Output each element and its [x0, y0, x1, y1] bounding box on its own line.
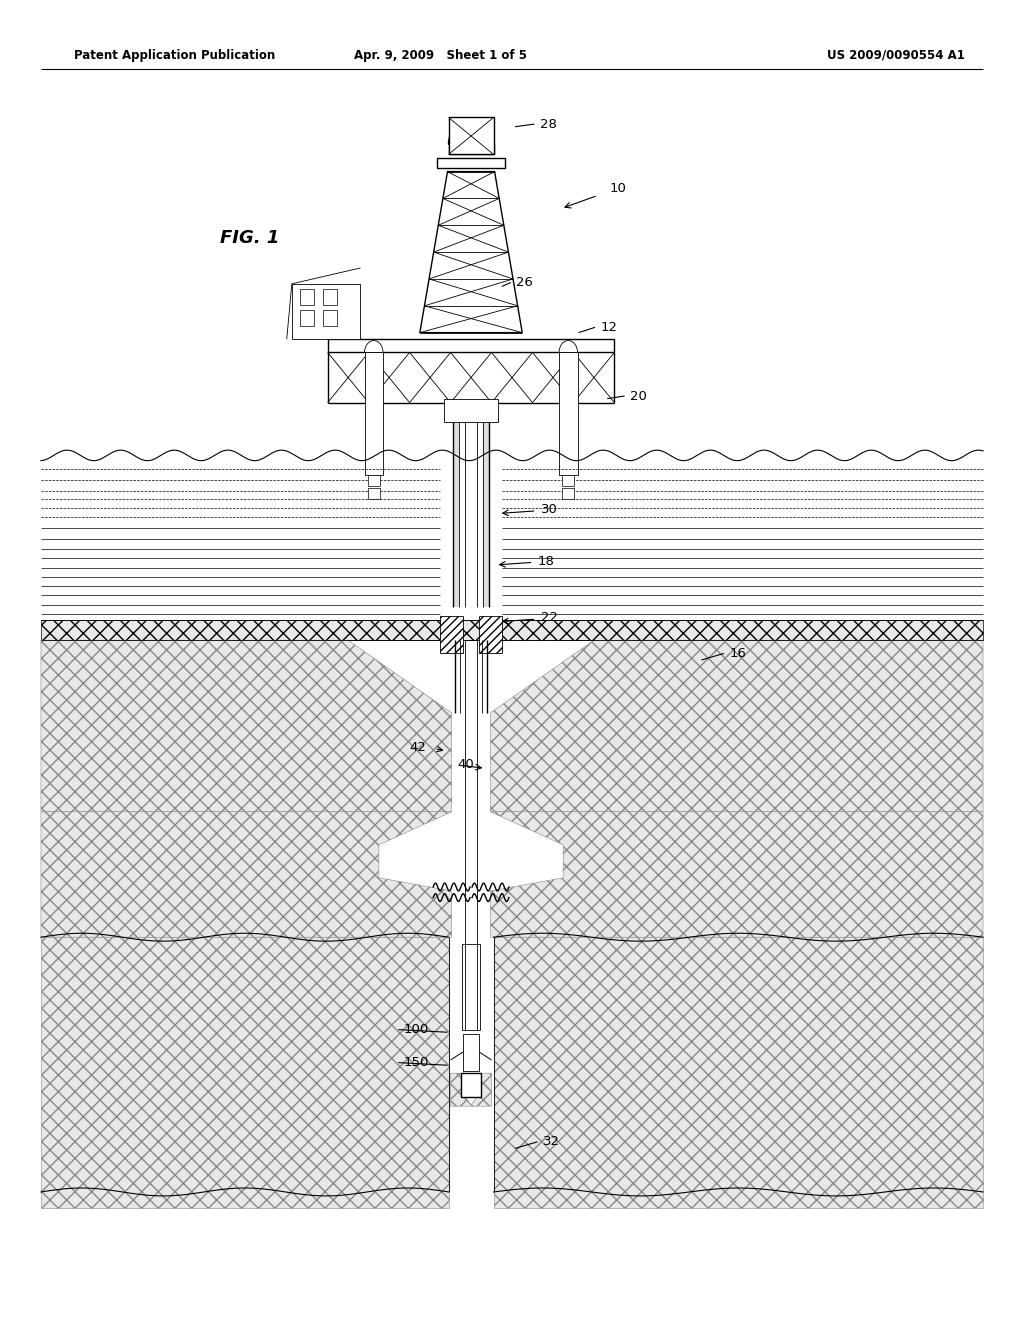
- Polygon shape: [490, 812, 983, 937]
- Bar: [559, 352, 578, 475]
- Bar: [437, 158, 505, 168]
- Text: 100: 100: [403, 1023, 429, 1036]
- Polygon shape: [41, 812, 452, 937]
- Text: Apr. 9, 2009   Sheet 1 of 5: Apr. 9, 2009 Sheet 1 of 5: [354, 49, 526, 62]
- Wedge shape: [559, 341, 578, 352]
- Bar: [479, 616, 502, 653]
- Bar: [328, 339, 614, 352]
- Text: 40: 40: [458, 758, 474, 771]
- Text: 16: 16: [729, 647, 745, 660]
- Polygon shape: [41, 937, 449, 1208]
- Text: 10: 10: [609, 182, 626, 195]
- Polygon shape: [420, 172, 522, 333]
- Text: 30: 30: [541, 503, 557, 516]
- Bar: [562, 475, 574, 486]
- Bar: [462, 944, 480, 1030]
- Text: 32: 32: [543, 1135, 560, 1148]
- Text: US 2009/0090554 A1: US 2009/0090554 A1: [827, 49, 965, 62]
- Bar: [323, 310, 337, 326]
- Bar: [453, 403, 459, 607]
- Bar: [463, 1034, 479, 1071]
- Text: 22: 22: [541, 611, 558, 624]
- Bar: [461, 1073, 481, 1097]
- Bar: [444, 399, 498, 422]
- Bar: [449, 144, 494, 154]
- Wedge shape: [365, 341, 383, 352]
- Bar: [300, 310, 314, 326]
- Text: 28: 28: [540, 117, 556, 131]
- Polygon shape: [449, 120, 494, 144]
- Bar: [440, 616, 463, 653]
- Bar: [365, 352, 383, 475]
- Bar: [368, 475, 380, 486]
- Bar: [562, 488, 574, 499]
- Text: 12: 12: [600, 321, 617, 334]
- Bar: [300, 289, 314, 305]
- Text: 150: 150: [403, 1056, 429, 1069]
- Bar: [323, 289, 337, 305]
- Polygon shape: [41, 640, 452, 812]
- Text: 42: 42: [410, 741, 426, 754]
- Text: FIG. 1: FIG. 1: [220, 228, 280, 247]
- Text: 18: 18: [538, 554, 554, 568]
- Text: Patent Application Publication: Patent Application Publication: [74, 49, 275, 62]
- Polygon shape: [451, 1073, 492, 1106]
- Text: 20: 20: [630, 389, 646, 403]
- Text: 26: 26: [516, 276, 532, 289]
- Bar: [483, 403, 489, 607]
- Polygon shape: [490, 640, 983, 812]
- Bar: [368, 488, 380, 499]
- Polygon shape: [494, 937, 983, 1208]
- Bar: [292, 284, 360, 339]
- Bar: [449, 117, 494, 154]
- Polygon shape: [41, 620, 983, 640]
